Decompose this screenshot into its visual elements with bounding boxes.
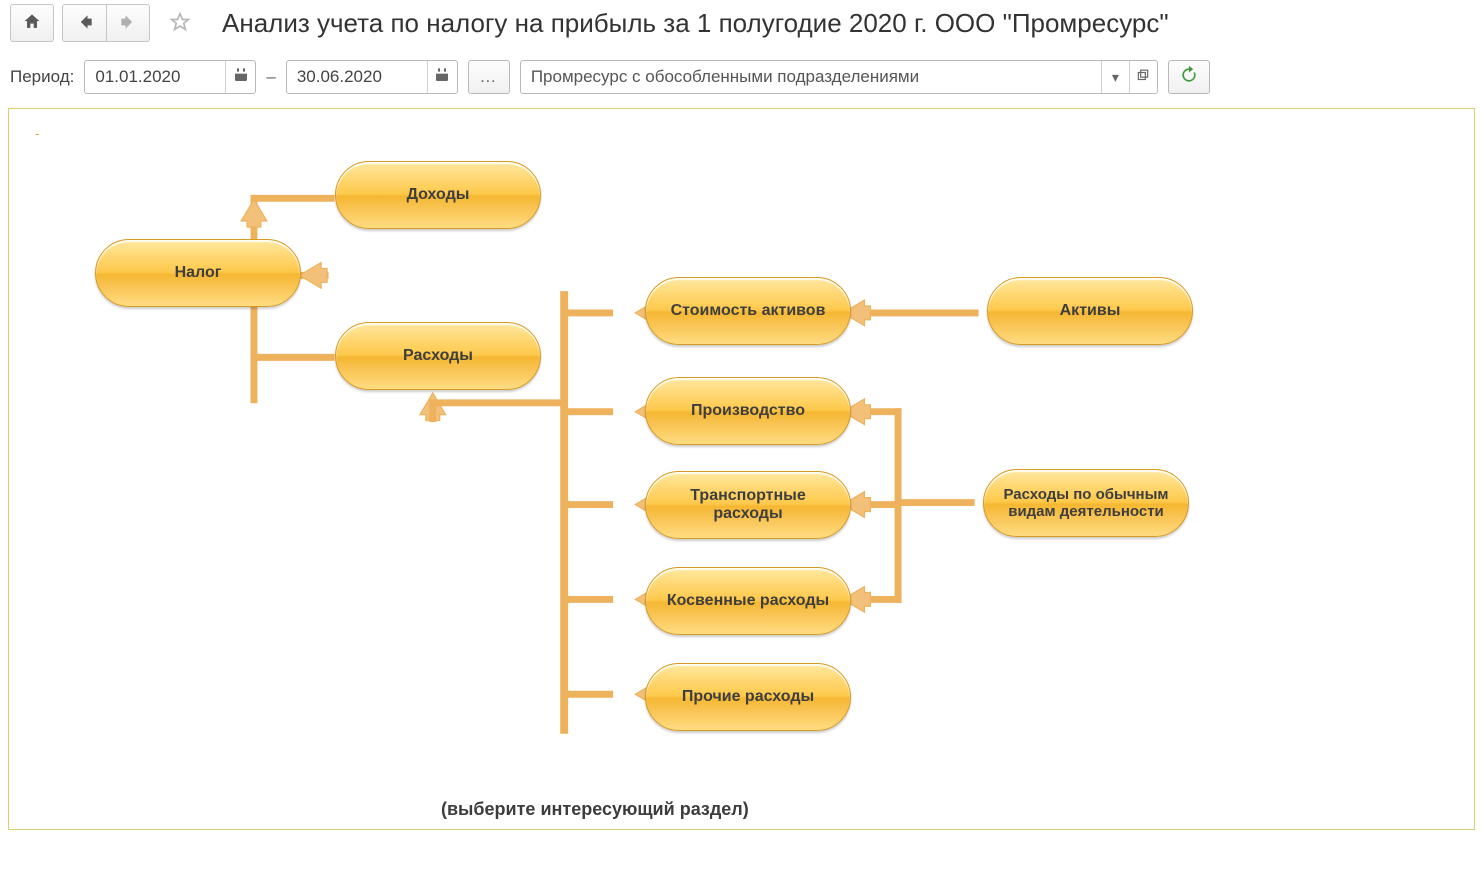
diagram-caption: (выберите интересующий раздел) xyxy=(441,799,749,820)
diagram-node-indirect[interactable]: Косвенные расходы xyxy=(645,567,851,635)
diagram-node-asset_cost[interactable]: Стоимость активов xyxy=(645,277,851,345)
diagram-canvas: - (выберите интересующий раздел) Налог До… xyxy=(9,109,1474,829)
chevron-down-icon: ▾ xyxy=(1112,69,1119,86)
nav-button-group xyxy=(62,4,150,42)
range-separator: – xyxy=(266,67,275,87)
diagram-node-expenses[interactable]: Расходы xyxy=(335,322,541,390)
organization-field: ▾ xyxy=(520,60,1158,94)
date-to-input[interactable] xyxy=(287,61,427,93)
organization-open-button[interactable] xyxy=(1129,61,1157,93)
diagram-node-production[interactable]: Производство xyxy=(645,377,851,445)
calendar-icon xyxy=(233,67,249,88)
calendar-icon xyxy=(434,67,450,88)
arrow-right-icon xyxy=(118,12,138,35)
date-to-calendar-button[interactable] xyxy=(427,61,457,93)
star-icon xyxy=(170,12,190,35)
favorite-button[interactable] xyxy=(158,4,202,42)
open-external-icon xyxy=(1136,69,1150,86)
diagram-node-transport[interactable]: Транспортные расходы xyxy=(645,471,851,539)
arrow-left-icon xyxy=(75,12,95,35)
date-from-field xyxy=(84,60,256,94)
toolbar: Анализ учета по налогу на прибыль за 1 п… xyxy=(0,0,1483,54)
refresh-icon xyxy=(1179,65,1199,90)
filter-bar: Период: – … ▾ xyxy=(0,54,1483,108)
organization-input[interactable] xyxy=(521,61,1101,93)
diagram-node-income[interactable]: Доходы xyxy=(335,161,541,229)
period-label: Период: xyxy=(10,67,74,87)
diagram-node-other[interactable]: Прочие расходы xyxy=(645,663,851,731)
diagram-node-assets[interactable]: Активы xyxy=(987,277,1193,345)
refresh-button[interactable] xyxy=(1168,60,1210,94)
page-title: Анализ учета по налогу на прибыль за 1 п… xyxy=(222,8,1169,39)
collapse-marker: - xyxy=(35,125,40,141)
organization-dropdown-button[interactable]: ▾ xyxy=(1101,61,1129,93)
diagram-panel: - (выберите интересующий раздел) Налог До… xyxy=(8,108,1475,830)
forward-button[interactable] xyxy=(106,4,150,42)
date-from-calendar-button[interactable] xyxy=(225,61,255,93)
date-from-input[interactable] xyxy=(85,61,225,93)
home-icon xyxy=(22,12,42,35)
back-button[interactable] xyxy=(62,4,106,42)
date-to-field xyxy=(286,60,458,94)
period-picker-button[interactable]: … xyxy=(468,60,510,94)
diagram-node-ordinary_exp[interactable]: Расходы по обычным видам деятельности xyxy=(983,469,1189,537)
diagram-node-tax[interactable]: Налог xyxy=(95,239,301,307)
home-button[interactable] xyxy=(10,4,54,42)
